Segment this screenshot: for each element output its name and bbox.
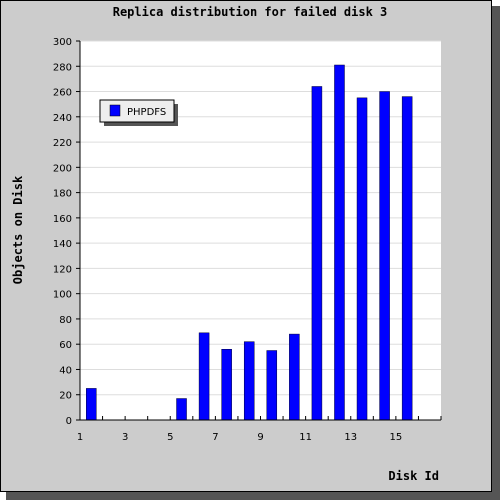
bar-disk-14 (379, 91, 390, 421)
x-tick-label: 7 (212, 432, 218, 443)
y-axis-title: Objects on Disk (11, 175, 25, 284)
y-tick-label: 60 (59, 340, 72, 351)
bar-disk-13 (356, 97, 368, 421)
y-tick-label: 20 (59, 391, 72, 402)
y-tick-label: 240 (53, 113, 72, 124)
legend-label-phpdfs: PHPDFS (127, 107, 166, 118)
bar-disk-5 (176, 398, 187, 421)
y-tick-label: 160 (53, 214, 72, 225)
frame-shadow-right (492, 6, 500, 500)
bar-disk-12 (334, 64, 345, 421)
y-tick-label: 100 (53, 290, 72, 301)
bar-disk-9 (266, 350, 278, 421)
x-tick-label: 1 (77, 432, 83, 443)
x-tick-label: 3 (122, 432, 128, 443)
y-tick-label: 140 (53, 239, 72, 250)
y-tick-label: 80 (59, 315, 72, 326)
legend-swatch-phpdfs (109, 104, 121, 117)
chart-title: Replica distribution for failed disk 3 (113, 5, 388, 19)
y-tick-label: 300 (53, 37, 72, 48)
x-tick-label: 5 (167, 432, 173, 443)
axes (76, 40, 442, 421)
y-tick-labels: 0 20 40 60 80 100 120 140 160 180 200 220 240 260 280 3… (53, 37, 72, 427)
y-tick-label: 200 (53, 163, 72, 174)
y-tick-label: 180 (53, 189, 72, 200)
x-axis-title: Disk Id (388, 469, 439, 483)
x-tick-label: 15 (390, 432, 403, 443)
x-tick-labels: 1 3 5 7 9 11 13 15 (77, 432, 402, 443)
frame-shadow-bottom (6, 492, 500, 500)
legend: PHPDFS (99, 99, 178, 126)
x-tick-label: 13 (344, 432, 357, 443)
bar-disk-10 (289, 333, 300, 421)
y-tick-label: 120 (53, 264, 72, 275)
y-tick-label: 280 (53, 62, 72, 73)
bar-disk-15 (401, 96, 413, 421)
bar-disk-7 (221, 349, 232, 421)
bar-disk-1 (86, 388, 97, 421)
x-tick-label: 11 (299, 432, 312, 443)
y-tick-label: 260 (53, 88, 72, 99)
y-tick-label: 0 (66, 416, 72, 427)
bar-disk-11 (311, 86, 323, 421)
bar-disk-6 (198, 332, 210, 421)
bar-disk-8 (243, 341, 255, 421)
y-tick-label: 40 (59, 365, 72, 376)
y-tick-label: 220 (53, 138, 72, 149)
x-tick-label: 9 (257, 432, 263, 443)
